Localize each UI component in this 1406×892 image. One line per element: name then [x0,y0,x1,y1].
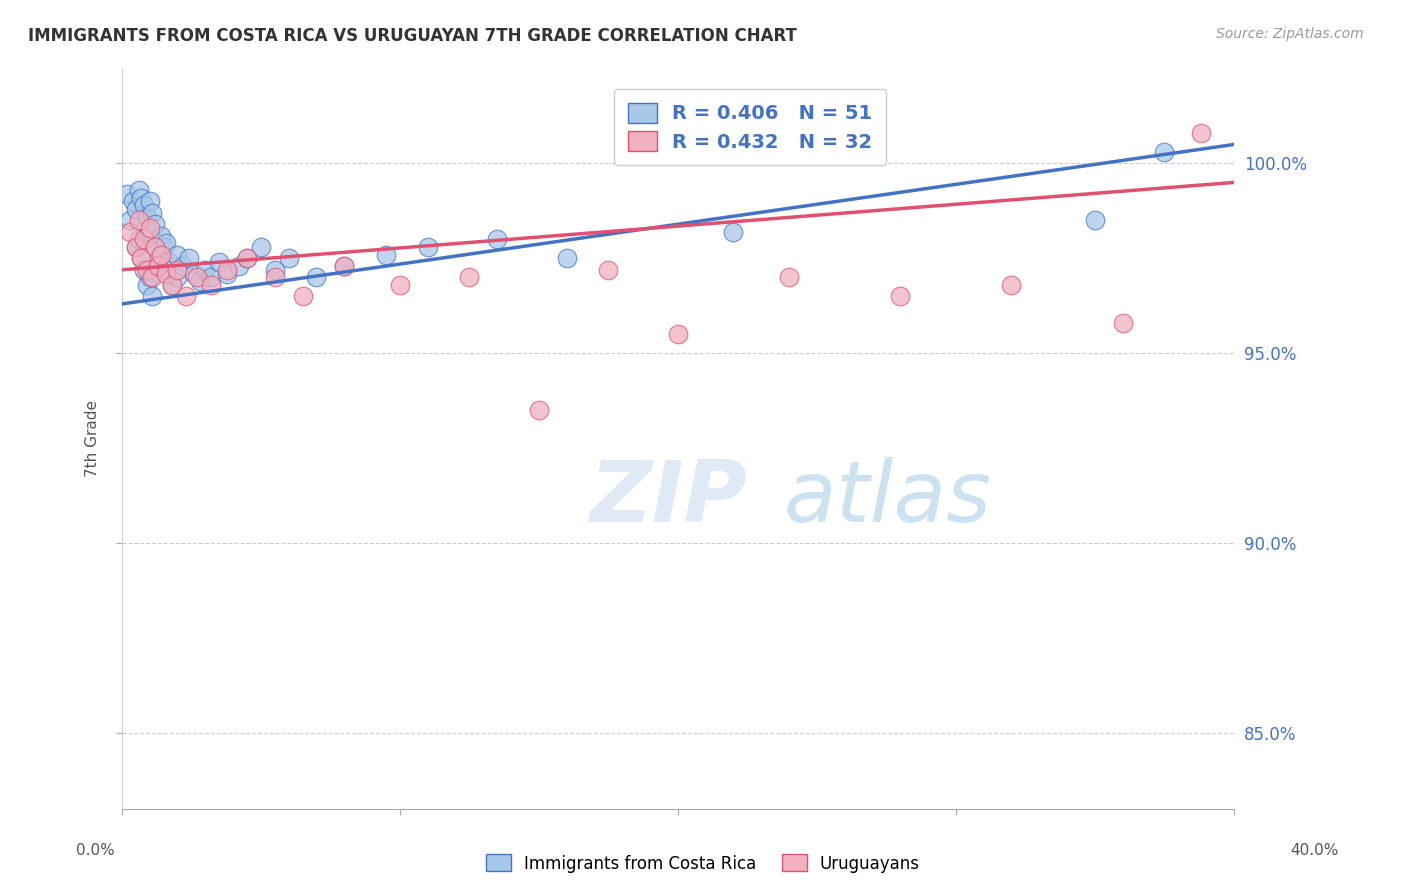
Point [458,270,481,285]
Point [236,252,259,266]
Text: atlas: atlas [783,457,991,540]
Point [388,277,411,292]
Point [555,252,578,266]
Point [666,327,689,342]
Point [889,289,911,303]
Point [1112,316,1135,330]
Point [1084,213,1107,227]
Point [149,247,172,261]
Point [200,270,222,285]
Text: 40.0%: 40.0% [1291,843,1339,858]
Point [208,255,231,269]
Point [250,240,273,254]
Legend: Immigrants from Costa Rica, Uruguayans: Immigrants from Costa Rica, Uruguayans [479,847,927,880]
Point [129,252,152,266]
Point [188,274,211,288]
Point [135,262,157,277]
Point [200,277,222,292]
Point [194,262,217,277]
Point [132,198,155,212]
Point [128,232,150,246]
Point [228,259,250,273]
Point [143,217,166,231]
Point [166,262,188,277]
Point [723,225,745,239]
Point [177,252,200,266]
Point [141,270,163,285]
Point [166,247,188,261]
Point [143,240,166,254]
Point [138,225,160,239]
Point [155,236,177,251]
Point [132,262,155,277]
Text: ZIP: ZIP [589,457,747,540]
Point [129,252,152,266]
Point [416,240,439,254]
Point [527,403,550,417]
Point [152,240,174,254]
Point [138,194,160,209]
Point [125,240,148,254]
Y-axis label: 7th Grade: 7th Grade [86,401,100,477]
Point [291,289,314,303]
Point [1189,126,1212,140]
Point [125,240,148,254]
Point [138,221,160,235]
Point [152,262,174,277]
Point [143,240,166,254]
Point [186,270,208,285]
Point [128,183,150,197]
Point [333,259,356,273]
Point [1000,277,1022,292]
Point [160,277,183,292]
Text: IMMIGRANTS FROM COSTA RICA VS URUGUAYAN 7TH GRADE CORRELATION CHART: IMMIGRANTS FROM COSTA RICA VS URUGUAYAN … [28,27,797,45]
Point [598,262,620,277]
Point [141,289,163,303]
Point [778,270,800,285]
Point [236,252,259,266]
Point [172,259,194,273]
Point [120,213,142,227]
Point [263,270,285,285]
Legend: R = 0.406   N = 51, R = 0.432   N = 32: R = 0.406 N = 51, R = 0.432 N = 32 [614,89,886,165]
Point [217,262,239,277]
Point [129,191,152,205]
Point [132,232,155,246]
Point [174,289,197,303]
Point [217,267,239,281]
Point [157,255,180,269]
Point [138,270,160,285]
Point [375,247,398,261]
Point [160,277,183,292]
Point [183,267,205,281]
Point [166,270,188,285]
Point [333,259,356,273]
Point [135,210,157,224]
Point [135,277,157,292]
Point [155,267,177,281]
Text: Source: ZipAtlas.com: Source: ZipAtlas.com [1216,27,1364,41]
Point [146,259,169,273]
Point [305,270,328,285]
Point [146,252,169,266]
Point [120,225,142,239]
Point [277,252,299,266]
Point [125,202,148,216]
Point [117,186,139,201]
Point [263,262,285,277]
Text: 0.0%: 0.0% [76,843,115,858]
Point [486,232,509,246]
Point [1153,145,1175,159]
Point [141,206,163,220]
Point [149,228,172,243]
Point [122,194,145,209]
Point [128,213,150,227]
